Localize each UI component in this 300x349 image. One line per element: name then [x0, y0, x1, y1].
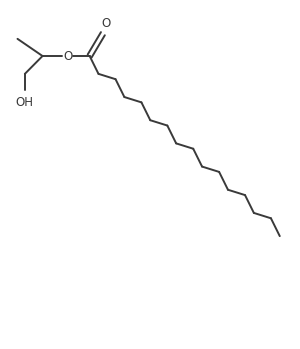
Text: O: O	[63, 50, 72, 62]
Text: O: O	[101, 16, 110, 30]
Text: OH: OH	[16, 96, 34, 109]
